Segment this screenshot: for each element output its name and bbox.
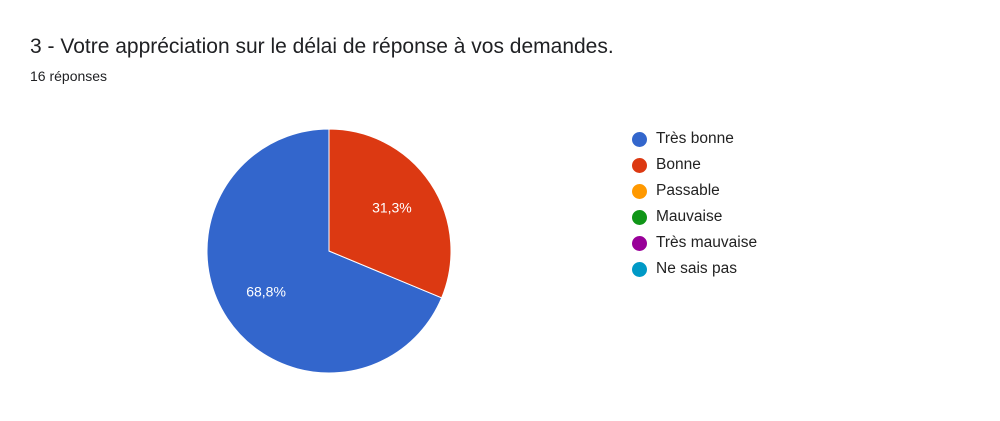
chart-legend: Très bonne Bonne Passable Mauvaise Très mauv… [632,126,757,282]
legend-label: Passable [656,182,720,199]
legend-label: Bonne [656,156,701,173]
response-count: 16 réponses [30,68,108,84]
pie-slices [206,128,452,374]
pie-slice-1 [328,128,452,299]
legend-swatch-icon [632,261,647,277]
slice-value-label-0: 68,8% [246,284,286,300]
legend-label: Très mauvaise [656,234,758,251]
legend-item[interactable]: Très mauvaise [632,230,757,256]
legend-item[interactable]: Ne sais pas [632,256,757,282]
legend-item[interactable]: Mauvaise [632,204,757,230]
legend-item[interactable]: Bonne [632,152,757,178]
legend-swatch-icon [632,183,647,199]
legend-swatch-icon [632,157,647,173]
legend-item[interactable]: Très bonne [632,126,757,152]
legend-swatch-icon [632,131,647,147]
question-title: 3 - Votre appréciation sur le délai de r… [30,35,614,58]
slice-value-label-1: 31,3% [372,200,412,216]
pie-slice-0 [206,128,443,374]
legend-swatch-icon [632,209,647,225]
legend-label: Très bonne [656,130,734,147]
legend-swatch-icon [632,235,647,251]
legend-label: Mauvaise [656,208,723,225]
legend-item[interactable]: Passable [632,178,757,204]
legend-label: Ne sais pas [656,260,737,277]
pie-labels: 68,8% 31,3% [246,200,412,300]
